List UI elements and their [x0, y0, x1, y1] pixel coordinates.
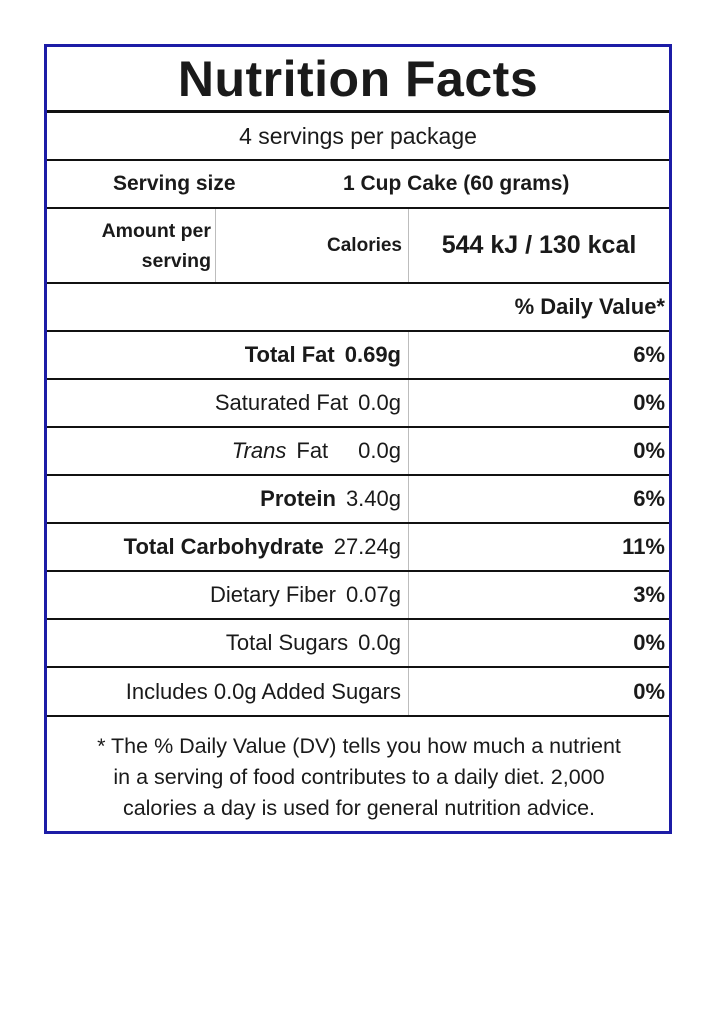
daily-value: 6%: [633, 486, 665, 511]
daily-value: 6%: [633, 342, 665, 367]
daily-value: 0%: [633, 630, 665, 655]
divider: [408, 380, 409, 426]
daily-value: 0%: [633, 390, 665, 415]
divider: [408, 428, 409, 474]
nutrient-label: Dietary Fiber 0.07g: [210, 582, 401, 607]
divider: [408, 209, 409, 282]
amount-per-line1: Amount per: [101, 219, 211, 242]
nutrient-row-added-sugars: Includes 0.0g Added Sugars 0%: [47, 668, 669, 717]
nutrient-label: Protein 3.40g: [260, 486, 401, 511]
amount-per-serving: Amount per serving: [47, 209, 211, 282]
footnote: * The % Daily Value (DV) tells you how m…: [57, 731, 661, 824]
divider: [408, 332, 409, 378]
divider: [408, 668, 409, 715]
daily-value: 11%: [622, 534, 665, 559]
daily-value: 0%: [633, 678, 665, 704]
nutrient-row-total-fat: Total Fat 0.69g 6%: [47, 332, 669, 380]
footnote-line: in a serving of food contributes to a da…: [113, 765, 605, 789]
nutrient-row-protein: Protein 3.40g 6%: [47, 476, 669, 524]
nutrient-label: Saturated Fat 0.0g: [214, 390, 401, 415]
divider: [408, 524, 409, 570]
nutrient-label: Total Carbohydrate 27.24g: [123, 534, 401, 559]
footnote-line: * The % Daily Value (DV) tells you how m…: [97, 734, 621, 758]
nutrient-label: Total Fat 0.69g: [244, 342, 401, 367]
daily-value: 3%: [633, 582, 665, 607]
nutrient-label: Includes 0.0g Added Sugars: [125, 678, 401, 704]
nutrient-row-dietary-fiber: Dietary Fiber 0.07g 3%: [47, 572, 669, 620]
nutrient-label: Trans Fat 0.0g: [231, 438, 401, 463]
nutrient-row-total-carbohydrate: Total Carbohydrate 27.24g 11%: [47, 524, 669, 572]
divider: [408, 572, 409, 618]
serving-size-value: 1 Cup Cake (60 grams): [343, 172, 570, 195]
nutrient-row-total-sugars: Total Sugars 0.0g 0%: [47, 620, 669, 668]
nutrition-facts-label: Nutrition Facts 4 servings per package S…: [44, 44, 672, 834]
servings-row: 4 servings per package: [47, 113, 669, 161]
divider: [215, 209, 216, 282]
calories-row: Amount per serving Calories 544 kJ / 130 …: [47, 209, 669, 284]
calories-label: Calories: [327, 234, 402, 256]
calories-value: 544 kJ / 130 kcal: [441, 231, 637, 259]
divider: [408, 620, 409, 666]
daily-value-header: % Daily Value*: [514, 294, 665, 319]
serving-size-row: Serving size 1 Cup Cake (60 grams): [47, 161, 669, 209]
footnote-line: calories a day is used for general nutri…: [122, 796, 596, 820]
serving-size-label: Serving size: [113, 172, 236, 195]
title-row: Nutrition Facts: [47, 47, 669, 113]
daily-value-header-row: % Daily Value*: [47, 284, 669, 332]
amount-per-line2: serving: [141, 249, 211, 272]
label-title: Nutrition Facts: [177, 50, 539, 107]
nutrient-row-trans-fat: Trans Fat 0.0g 0%: [47, 428, 669, 476]
nutrient-row-saturated-fat: Saturated Fat 0.0g 0%: [47, 380, 669, 428]
nutrient-label: Total Sugars 0.0g: [225, 630, 401, 655]
divider: [408, 476, 409, 522]
servings-per-package: 4 servings per package: [239, 122, 477, 149]
daily-value: 0%: [633, 438, 665, 463]
